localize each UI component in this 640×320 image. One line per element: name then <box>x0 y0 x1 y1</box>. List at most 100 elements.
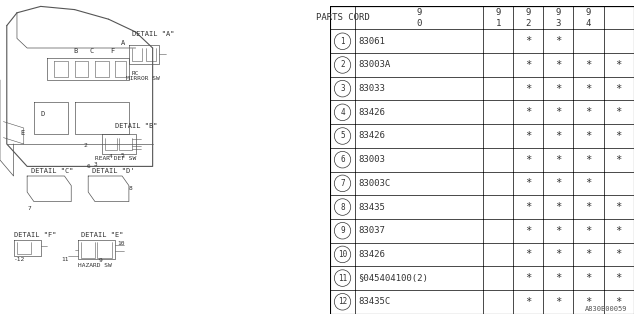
Text: RC: RC <box>132 71 140 76</box>
Text: 3: 3 <box>340 84 345 93</box>
Text: 9
4: 9 4 <box>586 8 591 28</box>
Text: 6: 6 <box>86 164 90 169</box>
Text: *: * <box>586 155 591 165</box>
Text: *: * <box>525 84 531 94</box>
Text: *: * <box>525 60 531 70</box>
Text: *: * <box>586 84 591 94</box>
Text: DETAIL "E": DETAIL "E" <box>81 232 124 238</box>
Text: DETAIL "B": DETAIL "B" <box>115 124 158 129</box>
Text: 4: 4 <box>340 108 345 117</box>
Text: *: * <box>586 202 591 212</box>
Circle shape <box>334 293 351 310</box>
Bar <box>330 6 634 29</box>
Text: 11: 11 <box>338 274 347 283</box>
Text: *: * <box>525 178 531 188</box>
Text: 83037: 83037 <box>358 226 385 235</box>
Circle shape <box>334 222 351 239</box>
Text: *: * <box>525 273 531 283</box>
Text: 7: 7 <box>27 205 31 211</box>
Circle shape <box>334 199 351 215</box>
Circle shape <box>334 151 351 168</box>
Text: *: * <box>586 131 591 141</box>
Text: *: * <box>616 155 621 165</box>
Text: HAZARD SW: HAZARD SW <box>78 263 112 268</box>
Text: *: * <box>586 60 591 70</box>
Text: *: * <box>556 297 561 307</box>
Text: 9
2: 9 2 <box>525 8 531 28</box>
Text: DETAIL "D': DETAIL "D' <box>92 168 134 174</box>
Text: 2: 2 <box>340 60 345 69</box>
Circle shape <box>334 128 351 144</box>
Text: §045404100(2): §045404100(2) <box>358 274 428 283</box>
Text: B: B <box>73 48 77 54</box>
Text: 9: 9 <box>99 258 102 263</box>
Text: *: * <box>525 107 531 117</box>
Text: -12: -12 <box>13 257 25 262</box>
Text: *: * <box>586 273 591 283</box>
Text: *: * <box>586 297 591 307</box>
Text: *: * <box>556 273 561 283</box>
Text: *: * <box>525 131 531 141</box>
Text: 12: 12 <box>338 297 347 306</box>
Text: E: E <box>20 130 24 136</box>
Text: 83003C: 83003C <box>358 179 391 188</box>
Text: 6: 6 <box>340 155 345 164</box>
Text: *: * <box>586 107 591 117</box>
Text: 11: 11 <box>61 257 68 262</box>
Circle shape <box>334 270 351 286</box>
Circle shape <box>334 57 351 73</box>
Text: *: * <box>616 226 621 236</box>
Text: *: * <box>525 249 531 260</box>
Text: 9: 9 <box>340 226 345 235</box>
Circle shape <box>334 80 351 97</box>
Text: *: * <box>616 273 621 283</box>
Text: *: * <box>556 131 561 141</box>
Text: *: * <box>556 178 561 188</box>
Text: *: * <box>525 202 531 212</box>
Text: *: * <box>586 226 591 236</box>
Text: 1: 1 <box>340 37 345 46</box>
Text: 10: 10 <box>338 250 347 259</box>
Text: 83061: 83061 <box>358 37 385 46</box>
Text: *: * <box>616 202 621 212</box>
Text: 2: 2 <box>83 143 87 148</box>
Text: 8: 8 <box>340 203 345 212</box>
Text: 83426: 83426 <box>358 250 385 259</box>
Text: 10: 10 <box>117 241 125 246</box>
Text: DETAIL "A": DETAIL "A" <box>132 31 175 36</box>
Text: *: * <box>556 202 561 212</box>
Text: 8: 8 <box>129 186 132 191</box>
Text: *: * <box>525 155 531 165</box>
Text: *: * <box>616 107 621 117</box>
Text: *: * <box>616 297 621 307</box>
Circle shape <box>334 104 351 121</box>
Text: DETAIL "C": DETAIL "C" <box>31 168 73 174</box>
Text: 4: 4 <box>109 154 112 159</box>
Text: DETAIL "F": DETAIL "F" <box>13 232 56 238</box>
Circle shape <box>334 175 351 192</box>
Text: 83435: 83435 <box>358 203 385 212</box>
Text: *: * <box>525 36 531 46</box>
Text: A830B00059: A830B00059 <box>585 306 627 312</box>
Text: *: * <box>525 226 531 236</box>
Text: *: * <box>556 36 561 46</box>
Text: *: * <box>586 249 591 260</box>
Text: 9
1: 9 1 <box>495 8 501 28</box>
Text: F: F <box>110 48 115 54</box>
Text: 83435C: 83435C <box>358 297 391 306</box>
Text: *: * <box>556 155 561 165</box>
Text: *: * <box>616 249 621 260</box>
Text: *: * <box>616 131 621 141</box>
Text: A: A <box>120 40 125 46</box>
Text: *: * <box>556 60 561 70</box>
Text: *: * <box>556 249 561 260</box>
Text: *: * <box>616 84 621 94</box>
Text: PARTS CORD: PARTS CORD <box>316 13 369 22</box>
Circle shape <box>334 33 351 50</box>
Text: *: * <box>556 84 561 94</box>
Text: 7: 7 <box>340 179 345 188</box>
Text: 83003A: 83003A <box>358 60 391 69</box>
Text: C: C <box>90 48 94 54</box>
Text: REAR DEF SW: REAR DEF SW <box>95 156 136 161</box>
Text: 5: 5 <box>340 132 345 140</box>
